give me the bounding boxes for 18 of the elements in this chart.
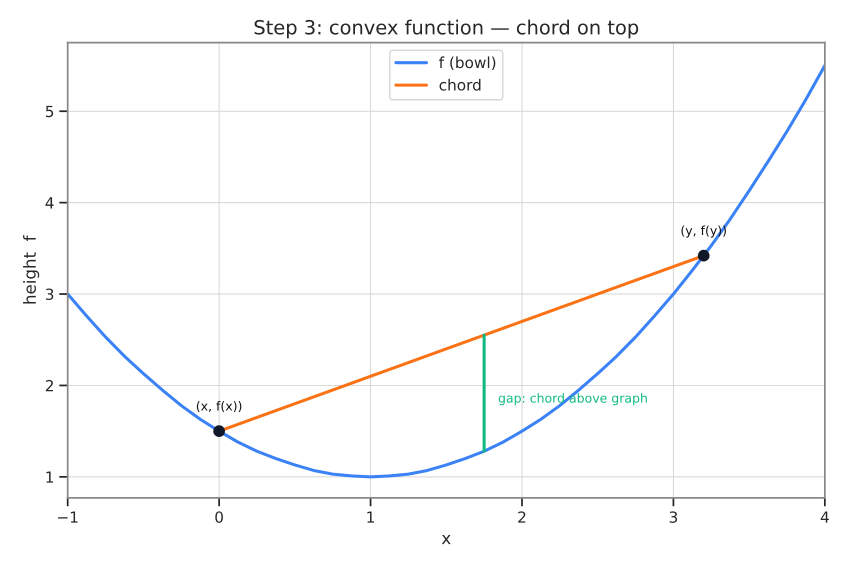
x-tick-label: 2 (518, 511, 526, 523)
legend-label: chord (440, 78, 480, 91)
x-axis-title: x (442, 534, 451, 544)
annotation: (x, f(x)) (196, 400, 242, 412)
y-tick-label: 1 (46, 472, 54, 483)
chart-title: Step 3: convex function — chord on top (254, 20, 638, 38)
y-axis-title: height f (23, 235, 40, 304)
annotation: gap: chord above graph (498, 393, 647, 406)
x-tick-label: −1 (58, 512, 78, 523)
y-tick-label: 5 (46, 106, 54, 118)
x-tick-label: 1 (367, 512, 374, 523)
x-tick-label: 3 (670, 511, 678, 523)
y-tick-label: 3 (46, 288, 54, 300)
x-tick-label: 0 (215, 511, 223, 523)
legend-label: f (bowl) (439, 56, 496, 70)
y-tick-label: 2 (46, 380, 53, 392)
x-tick-label: 4 (820, 512, 829, 523)
y-tick-label: 4 (46, 197, 54, 208)
